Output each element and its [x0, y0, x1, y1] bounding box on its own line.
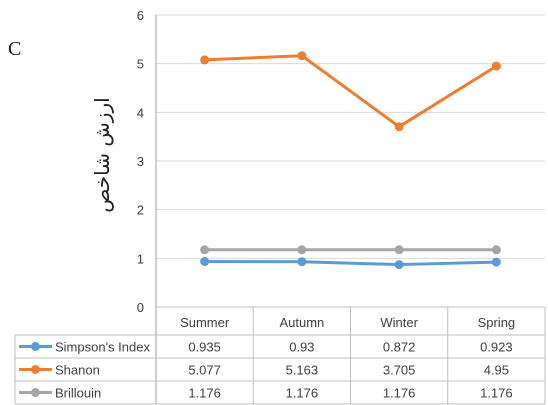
y-tick-label: 4 [137, 105, 144, 120]
data-point [491, 245, 501, 255]
data-point [200, 55, 210, 65]
data-point [491, 61, 501, 71]
data-label: 0.935 [188, 340, 221, 355]
data-label: 1.176 [480, 386, 513, 401]
data-label: 0.923 [480, 340, 513, 355]
data-label: 1.176 [286, 386, 319, 401]
legend-key-marker [31, 365, 40, 374]
legend-key-marker [31, 342, 40, 351]
data-label: 3.705 [383, 363, 416, 378]
legend-key-marker [31, 388, 40, 397]
x-tick-label: Winter [380, 315, 418, 330]
data-label: 5.163 [286, 363, 319, 378]
data-label: 1.176 [383, 386, 416, 401]
legend-label: Brillouin [55, 386, 101, 401]
data-label: 0.93 [289, 340, 314, 355]
y-tick-label: 0 [137, 300, 144, 315]
data-point [394, 260, 404, 270]
series-line [204, 54, 498, 129]
data-point [394, 245, 404, 255]
y-tick-label: 2 [137, 203, 144, 218]
y-tick-label: 6 [137, 8, 144, 23]
x-tick-label: Autumn [279, 315, 324, 330]
series-line [204, 259, 497, 267]
data-point [200, 245, 210, 255]
data-point [297, 51, 307, 61]
x-tick-label: Summer [180, 315, 230, 330]
data-label: 4.95 [484, 363, 509, 378]
data-point [394, 122, 404, 132]
data-label: 5.077 [188, 363, 221, 378]
legend-label: Simpson's Index [55, 340, 150, 355]
data-point [200, 256, 210, 266]
panel-label: C [8, 38, 22, 60]
data-label: 1.176 [188, 386, 221, 401]
data-point [297, 257, 307, 267]
data-point [491, 257, 501, 267]
data-label: 0.872 [383, 340, 416, 355]
y-tick-label: 3 [137, 154, 144, 169]
y-tick-label: 1 [137, 251, 144, 266]
data-point [297, 245, 307, 255]
y-tick-label: 5 [137, 57, 144, 72]
x-tick-label: Spring [478, 315, 516, 330]
legend-label: Shanon [55, 363, 100, 378]
